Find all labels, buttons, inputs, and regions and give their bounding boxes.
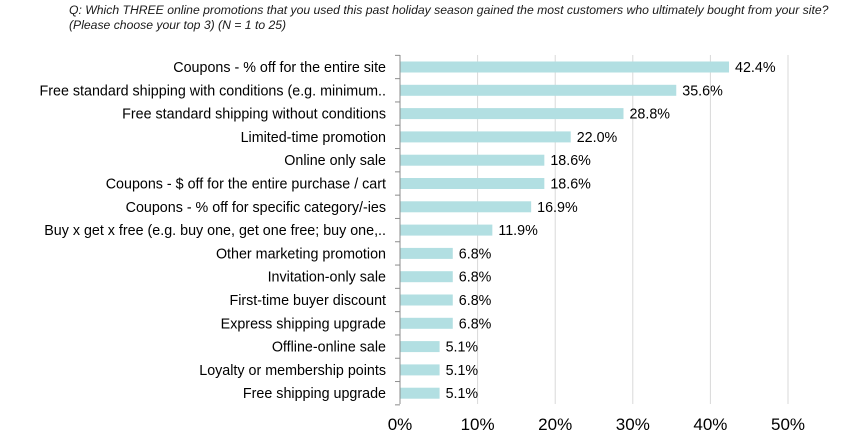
bar bbox=[400, 131, 571, 143]
category-label: Limited-time promotion bbox=[241, 130, 386, 146]
bar bbox=[400, 294, 453, 306]
category-label: First-time buyer discount bbox=[229, 293, 386, 309]
data-label: 5.1% bbox=[446, 340, 479, 356]
bar bbox=[400, 341, 440, 353]
data-label: 6.8% bbox=[459, 246, 492, 262]
category-label: Buy x get x free (e.g. buy one, get one … bbox=[44, 223, 386, 239]
category-label: Invitation-only sale bbox=[268, 270, 386, 286]
question-text: Q: Which THREE online promotions that yo… bbox=[69, 3, 829, 32]
data-label: 18.6% bbox=[550, 177, 591, 193]
data-label: 42.4% bbox=[735, 60, 776, 76]
x-axis-ticks: 0% 10% 20% 30% 40% 50% bbox=[388, 415, 805, 434]
x-tick-label: 30% bbox=[616, 415, 650, 434]
x-tick-label: 20% bbox=[538, 415, 572, 434]
data-label: 5.1% bbox=[446, 363, 479, 379]
data-label: 6.8% bbox=[459, 270, 492, 286]
bar bbox=[400, 178, 545, 189]
category-label: Free shipping upgrade bbox=[243, 386, 386, 402]
category-label: Express shipping upgrade bbox=[221, 316, 386, 332]
bar bbox=[400, 61, 730, 73]
category-labels: Coupons - % off for the entire site Free … bbox=[40, 60, 387, 402]
category-label: Coupons - % off for the entire site bbox=[173, 60, 386, 76]
category-label: Other marketing promotion bbox=[216, 246, 386, 262]
bar bbox=[400, 271, 453, 283]
x-tick-label: 0% bbox=[388, 415, 413, 434]
category-label: Free standard shipping without condition… bbox=[122, 107, 386, 123]
bars bbox=[400, 61, 730, 399]
category-label: Offline-online sale bbox=[272, 340, 386, 356]
data-labels: 42.4% 35.6% 28.8% 22.0% 18.6% 18.6% 16.9% 11.9%… bbox=[446, 60, 776, 402]
x-tick-label: 10% bbox=[461, 415, 495, 434]
category-label: Coupons - % off for specific category/-i… bbox=[126, 200, 386, 216]
x-tick-label: 50% bbox=[771, 415, 805, 434]
data-label: 6.8% bbox=[459, 316, 492, 332]
data-label: 35.6% bbox=[682, 83, 723, 99]
bar bbox=[400, 108, 624, 120]
bar bbox=[400, 84, 677, 96]
bar bbox=[400, 154, 545, 166]
category-label: Loyalty or membership points bbox=[199, 363, 386, 379]
category-label: Coupons - $ off for the entire purchase … bbox=[106, 177, 386, 193]
data-label: 6.8% bbox=[459, 293, 492, 309]
category-axis bbox=[395, 54, 401, 406]
bar bbox=[400, 364, 440, 376]
data-label: 28.8% bbox=[629, 107, 670, 123]
category-label: Online only sale bbox=[284, 153, 386, 169]
data-label: 22.0% bbox=[577, 130, 618, 146]
data-label: 16.9% bbox=[537, 200, 578, 216]
x-tick-label: 40% bbox=[693, 415, 727, 434]
bar bbox=[400, 387, 440, 399]
bar bbox=[400, 201, 532, 213]
bar bbox=[400, 224, 493, 236]
data-label: 11.9% bbox=[498, 223, 538, 239]
category-label: Free standard shipping with conditions (… bbox=[40, 83, 386, 99]
data-label: 18.6% bbox=[550, 153, 591, 169]
bar bbox=[400, 247, 453, 259]
bar bbox=[400, 317, 453, 329]
data-label: 5.1% bbox=[446, 386, 479, 402]
